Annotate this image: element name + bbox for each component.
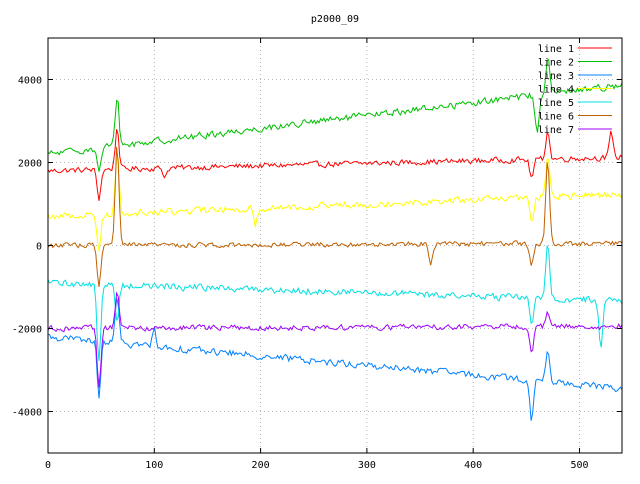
ticks: 0 100 200 300 400 500 -4000 -2000 0 2000 4000	[12, 38, 622, 471]
legend-label-5: line 5	[538, 98, 574, 109]
x-tick-label: 200	[252, 460, 270, 471]
legend-label-1: line 1	[538, 44, 574, 55]
chart-title: p2000_09	[311, 14, 359, 25]
series-line-7	[47, 291, 623, 388]
y-tick-label: -2000	[12, 325, 42, 336]
series-line-1	[47, 129, 623, 201]
series-line-5	[47, 245, 623, 362]
x-tick-label: 300	[358, 460, 376, 471]
legend-label-3: line 3	[538, 71, 574, 82]
legend-label-4: line 4	[538, 85, 574, 96]
y-tick-label: 0	[36, 242, 42, 253]
x-tick-label: 500	[570, 460, 588, 471]
x-tick-label: 100	[145, 460, 163, 471]
y-tick-label: 4000	[18, 76, 42, 87]
series-line-2	[47, 58, 623, 172]
legend: line 1 line 2 line 3 line 4 line 5 line 6 line…	[538, 44, 612, 136]
legend-label-7: line 7	[538, 125, 574, 136]
y-tick-label: -4000	[12, 408, 42, 419]
legend-label-6: line 6	[538, 112, 574, 123]
series-line-6	[47, 146, 623, 287]
series-line-4	[47, 156, 623, 252]
series-line-3	[48, 297, 623, 421]
series-layer	[47, 58, 623, 421]
x-tick-label: 400	[464, 460, 482, 471]
x-tick-label: 0	[45, 460, 51, 471]
y-tick-label: 2000	[18, 159, 42, 170]
legend-label-2: line 2	[538, 58, 574, 69]
